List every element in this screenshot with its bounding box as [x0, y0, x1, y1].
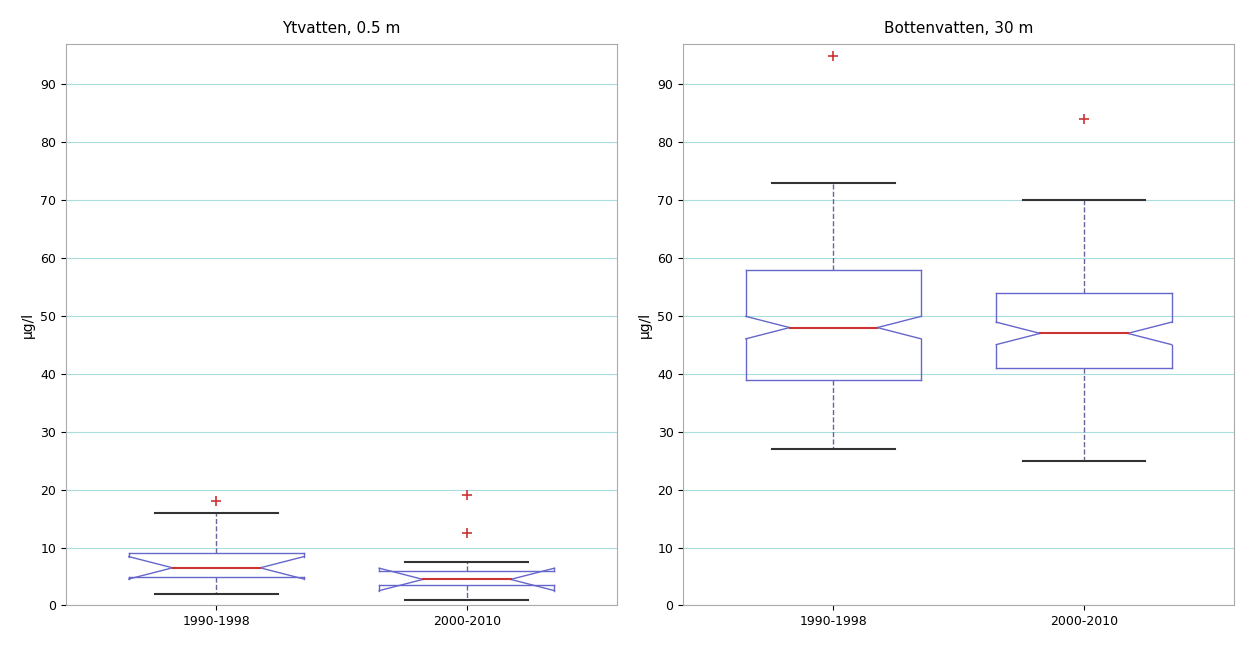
Y-axis label: μg/l: μg/l: [21, 312, 35, 337]
Title: Bottenvatten, 30 m: Bottenvatten, 30 m: [884, 21, 1033, 36]
Title: Ytvatten, 0.5 m: Ytvatten, 0.5 m: [282, 21, 400, 36]
Y-axis label: μg/l: μg/l: [638, 312, 651, 337]
